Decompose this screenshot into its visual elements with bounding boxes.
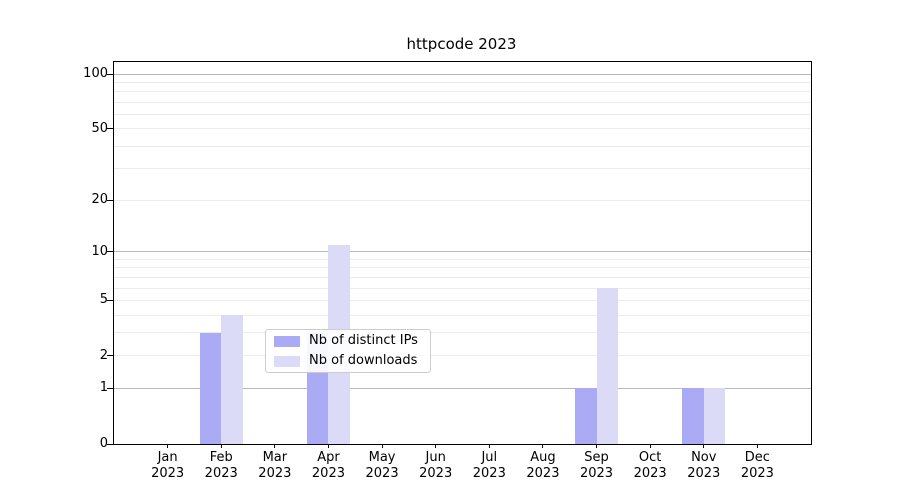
x-tick-label: Jan 2023: [151, 450, 185, 481]
legend: Nb of distinct IPs Nb of downloads: [265, 329, 431, 373]
x-tick-label: May 2023: [365, 450, 399, 481]
gridline-major: [114, 73, 811, 75]
y-tick: [107, 128, 113, 130]
legend-label-downloads: Nb of downloads: [309, 353, 418, 368]
x-tick-label: Jun 2023: [419, 450, 453, 481]
gridline-minor: [114, 314, 811, 316]
gridline-minor: [114, 259, 811, 260]
bar-distinct-ips: [575, 388, 597, 444]
legend-label-distinct-ips: Nb of distinct IPs: [309, 333, 418, 348]
y-tick-label: 100: [83, 66, 108, 82]
x-tick-label: Nov 2023: [687, 450, 721, 481]
gridline-major: [114, 251, 811, 253]
gridline-minor: [114, 128, 811, 130]
x-tick: [381, 444, 383, 448]
x-tick: [542, 444, 544, 448]
x-tick: [488, 444, 490, 448]
bar-distinct-ips: [199, 332, 222, 444]
x-tick-label: Jul 2023: [472, 450, 506, 481]
gridline-minor: [114, 101, 811, 103]
y-tick-label: 2: [99, 347, 108, 363]
legend-item-distinct-ips: Nb of distinct IPs: [274, 332, 422, 350]
gridline-minor: [114, 199, 811, 201]
gridline-minor: [114, 145, 811, 147]
x-tick-label: Feb 2023: [204, 450, 238, 481]
x-tick-label: Oct 2023: [633, 450, 667, 481]
chart-title: httpcode 2023: [406, 35, 517, 53]
y-tick: [107, 251, 113, 253]
x-tick: [220, 444, 222, 448]
gridline-minor: [114, 168, 811, 170]
bar-downloads: [221, 315, 243, 444]
y-tick: [107, 443, 113, 445]
gridline-minor: [114, 82, 811, 84]
x-tick-label: Dec 2023: [740, 450, 774, 481]
bar-downloads: [703, 388, 726, 444]
gridline-minor: [114, 267, 811, 269]
x-tick: [596, 444, 598, 448]
x-tick: [167, 444, 169, 448]
gridline-major: [114, 387, 811, 389]
y-tick: [107, 299, 113, 301]
x-tick: [327, 444, 329, 448]
y-tick-label: 5: [99, 292, 108, 308]
y-tick-label: 10: [91, 243, 108, 259]
gridline-minor: [114, 355, 811, 357]
x-tick-label: Mar 2023: [258, 450, 292, 481]
x-tick: [649, 444, 651, 448]
x-tick-label: Aug 2023: [526, 450, 560, 481]
gridline-minor: [114, 114, 811, 116]
x-tick: [274, 444, 276, 448]
gridline-minor: [114, 287, 811, 289]
gridline-minor: [114, 299, 811, 301]
y-tick-label: 0: [99, 436, 108, 451]
x-tick-label: Apr 2023: [311, 450, 345, 481]
bar-distinct-ips: [682, 388, 704, 444]
x-tick-label: Sep 2023: [579, 450, 614, 481]
x-tick: [756, 444, 758, 448]
gridline-minor: [114, 276, 811, 278]
gridline-minor: [114, 91, 811, 93]
plot-area: 100 50 20 10 5 2 1 0 Jan 2023 Feb 2023 Mar 2023 Apr 202…: [83, 61, 812, 481]
legend-item-downloads: Nb of downloads: [274, 352, 422, 370]
legend-swatch-downloads: [274, 355, 300, 367]
x-tick: [703, 444, 705, 448]
y-tick: [107, 73, 113, 75]
y-tick: [107, 355, 113, 357]
gridline-minor: [114, 332, 811, 334]
y-tick-label: 1: [99, 380, 108, 396]
y-tick: [107, 199, 113, 201]
y-tick-label: 20: [91, 192, 108, 208]
x-tick: [435, 444, 437, 448]
bar-downloads: [596, 288, 619, 444]
legend-swatch-distinct-ips: [274, 335, 300, 347]
y-tick-label: 50: [91, 120, 108, 136]
y-tick: [107, 387, 113, 389]
